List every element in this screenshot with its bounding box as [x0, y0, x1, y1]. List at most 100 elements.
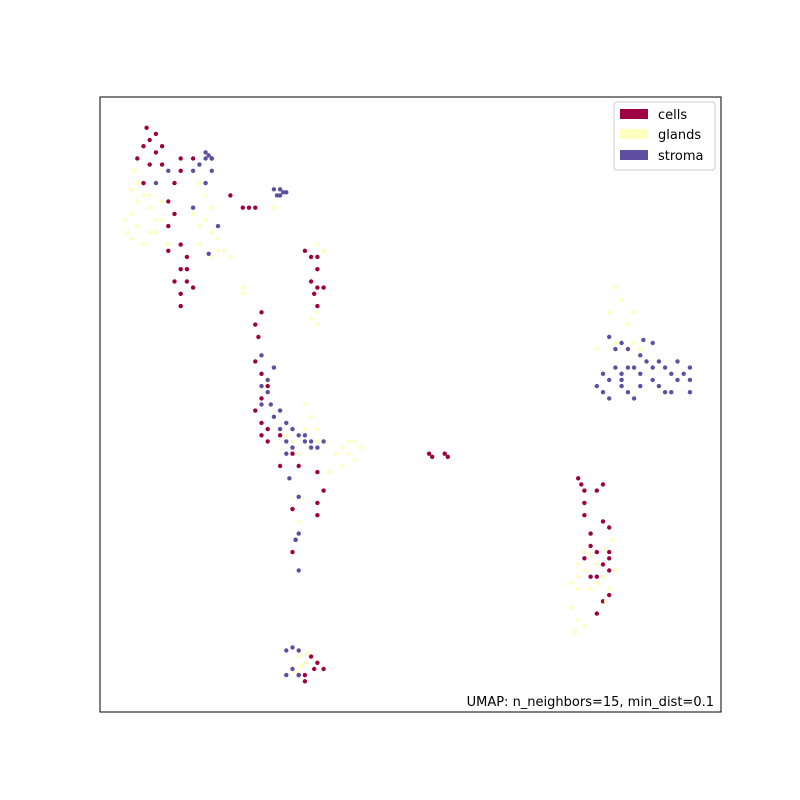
point-cells: [600, 562, 606, 567]
point-cells: [302, 679, 308, 684]
point-cells: [315, 469, 320, 475]
point-glands: [576, 574, 581, 579]
point-stroma: [153, 180, 159, 186]
point-stroma: [625, 390, 631, 395]
point-stroma: [607, 396, 612, 401]
point-stroma: [271, 365, 277, 370]
point-stroma: [631, 396, 637, 401]
point-cells: [312, 666, 317, 672]
point-cells: [321, 666, 326, 672]
point-glands: [352, 457, 357, 463]
point-glands: [600, 574, 606, 579]
point-stroma: [625, 365, 631, 370]
series-stroma: [153, 150, 693, 678]
point-glands: [607, 586, 612, 592]
point-stroma: [296, 433, 301, 438]
point-glands: [321, 248, 326, 253]
point-stroma: [203, 180, 208, 186]
point-glands: [135, 180, 140, 186]
point-glands: [159, 199, 165, 204]
point-cells: [607, 568, 612, 573]
point-glands: [638, 346, 643, 352]
point-glands: [613, 568, 618, 573]
point-cells: [442, 451, 447, 456]
point-glands: [271, 205, 277, 210]
point-glands: [327, 469, 332, 475]
point-stroma: [308, 445, 314, 450]
point-cells: [178, 156, 183, 161]
point-stroma: [675, 377, 680, 383]
point-stroma: [287, 476, 292, 481]
point-glands: [290, 439, 295, 444]
point-stroma: [290, 645, 295, 650]
point-stroma: [290, 426, 295, 432]
point-cells: [594, 488, 599, 493]
point-glands: [582, 549, 587, 555]
point-cells: [594, 549, 599, 555]
point-glands: [340, 445, 345, 450]
legend: cells glands stroma: [613, 101, 716, 171]
point-stroma: [619, 340, 624, 346]
point-cells: [600, 482, 606, 487]
point-cells: [607, 525, 612, 530]
point-stroma: [607, 334, 612, 340]
point-stroma: [268, 402, 273, 407]
point-cells: [315, 303, 320, 309]
point-cells: [315, 660, 320, 665]
point-stroma: [600, 390, 606, 395]
point-cells: [144, 125, 149, 130]
point-cells: [166, 248, 171, 253]
point-stroma: [687, 365, 693, 370]
point-cells: [141, 180, 146, 186]
point-glands: [302, 660, 308, 665]
point-stroma: [315, 445, 320, 450]
legend-swatch-cells: [620, 109, 648, 119]
point-glands: [215, 248, 221, 253]
point-stroma: [296, 531, 301, 536]
point-cells: [582, 556, 587, 561]
point-cells: [588, 531, 593, 536]
point-stroma: [190, 205, 196, 210]
point-cells: [308, 254, 314, 260]
point-glands: [613, 340, 618, 346]
point-glands: [594, 562, 599, 567]
point-cells: [178, 303, 183, 309]
point-stroma: [284, 190, 289, 195]
point-glands: [582, 568, 587, 573]
point-glands: [153, 230, 159, 235]
point-stroma: [296, 568, 301, 573]
point-cells: [178, 267, 183, 272]
point-glands: [315, 426, 320, 432]
point-stroma: [274, 193, 280, 198]
point-cells: [178, 291, 183, 296]
point-glands: [203, 217, 208, 223]
point-glands: [588, 586, 593, 592]
point-cells: [594, 611, 599, 616]
point-glands: [147, 205, 152, 210]
point-cells: [240, 205, 245, 210]
point-glands: [340, 463, 345, 469]
legend-label-cells: cells: [658, 108, 687, 123]
point-stroma: [669, 371, 674, 376]
point-stroma: [321, 439, 326, 444]
point-stroma: [638, 353, 643, 358]
point-glands: [222, 248, 227, 253]
point-cells: [315, 513, 320, 518]
point-stroma: [190, 168, 196, 173]
point-cells: [308, 654, 314, 659]
point-stroma: [259, 353, 264, 358]
point-glands: [122, 217, 128, 223]
point-stroma: [662, 390, 668, 395]
point-stroma: [641, 337, 646, 343]
point-cells: [445, 454, 450, 459]
point-glands: [209, 254, 214, 260]
point-cells: [600, 519, 606, 524]
point-stroma: [619, 371, 624, 376]
point-glands: [166, 242, 171, 247]
point-stroma: [277, 408, 283, 413]
point-stroma: [631, 365, 637, 370]
point-cells: [290, 506, 295, 512]
point-glands: [147, 193, 152, 198]
point-glands: [582, 623, 587, 629]
point-cells: [302, 248, 308, 253]
